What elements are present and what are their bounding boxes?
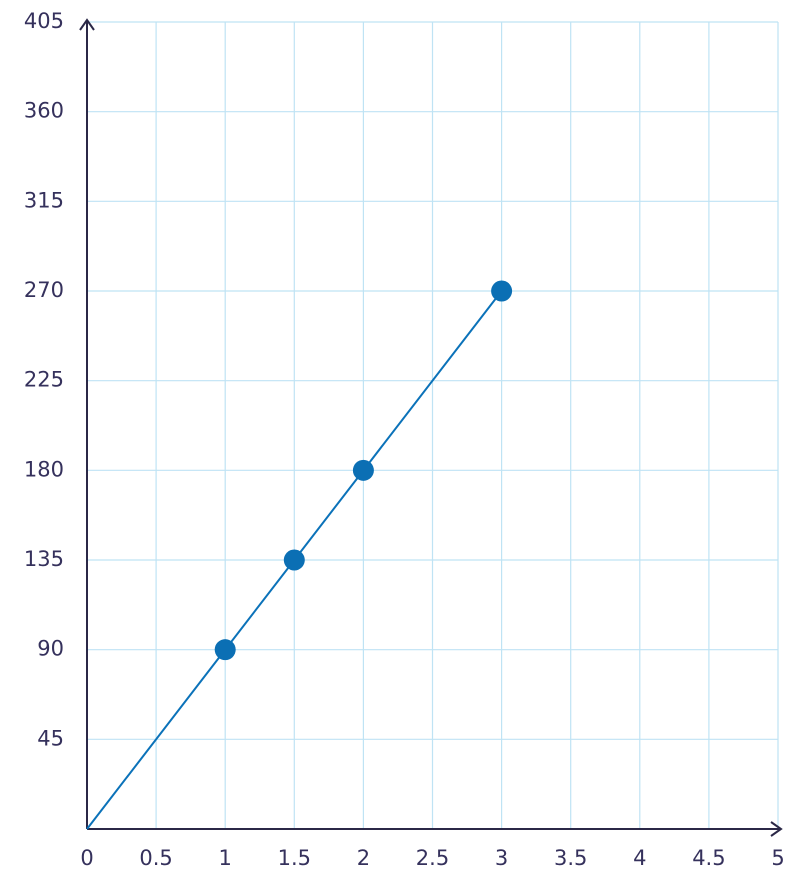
x-tick-label: 2: [357, 846, 370, 870]
y-tick-label: 180: [24, 457, 64, 481]
x-tick-label: 4: [633, 846, 646, 870]
grid: [86, 21, 779, 829]
data-point: [214, 639, 236, 661]
y-tick-label: 405: [24, 9, 64, 33]
data-point: [491, 280, 513, 302]
x-tick-label: 2.5: [416, 846, 449, 870]
x-tick-label: 1.5: [278, 846, 311, 870]
x-tick-label: 3: [495, 846, 508, 870]
y-tick-label: 225: [24, 368, 64, 392]
x-tick-label: 0.5: [139, 846, 172, 870]
x-tick-label: 3.5: [554, 846, 587, 870]
y-axis-arrow: [79, 18, 95, 31]
x-tick-label: 1: [219, 846, 232, 870]
data-point: [352, 459, 374, 481]
y-tick-label: 90: [37, 637, 64, 661]
y-tick-label: 270: [24, 278, 64, 302]
y-tick-label: 315: [24, 188, 64, 212]
x-tick-label: 4.5: [692, 846, 725, 870]
data-point: [283, 549, 305, 571]
x-tick-label: 5: [771, 846, 784, 870]
y-tick-label: 45: [37, 726, 64, 750]
y-tick-label: 360: [24, 99, 64, 123]
x-tick-label: 0: [80, 846, 93, 870]
x-axis-arrow: [770, 821, 783, 837]
y-tick-label: 135: [24, 547, 64, 571]
